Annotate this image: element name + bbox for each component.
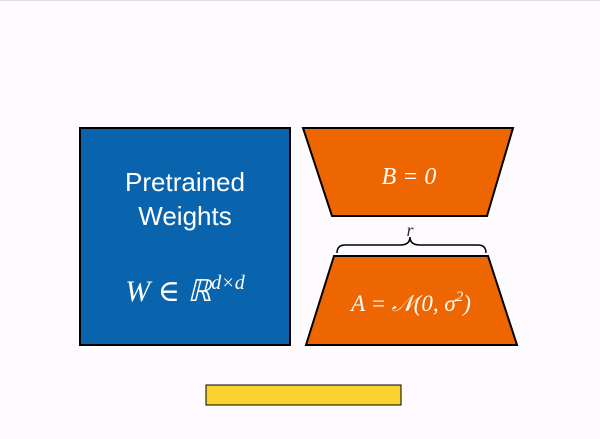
pretrained-weights-block bbox=[79, 127, 291, 346]
rank-label: r bbox=[406, 220, 414, 240]
matrix-a-formula: A = 𝒩(0, σ2) bbox=[349, 289, 471, 316]
formula-sup: d×d bbox=[211, 272, 245, 294]
pretrained-formula: W ∈ ℝd×d bbox=[125, 272, 245, 308]
pretrained-title-line2: Weights bbox=[138, 201, 231, 231]
top-border bbox=[0, 0, 600, 1]
formula-base: W ∈ ℝ bbox=[125, 275, 212, 308]
matrix-a-main: A = 𝒩(0, σ bbox=[349, 291, 457, 316]
progress-bar bbox=[205, 384, 402, 406]
matrix-b-formula: B = 0 bbox=[382, 164, 437, 190]
pretrained-title-line1: Pretrained bbox=[125, 167, 245, 197]
matrix-b-trapezoid bbox=[301, 127, 515, 217]
matrix-a-sup: 2 bbox=[456, 289, 464, 305]
rank-brace bbox=[336, 236, 487, 254]
matrix-a-end: ) bbox=[461, 291, 471, 316]
matrix-a-trapezoid bbox=[304, 255, 519, 346]
